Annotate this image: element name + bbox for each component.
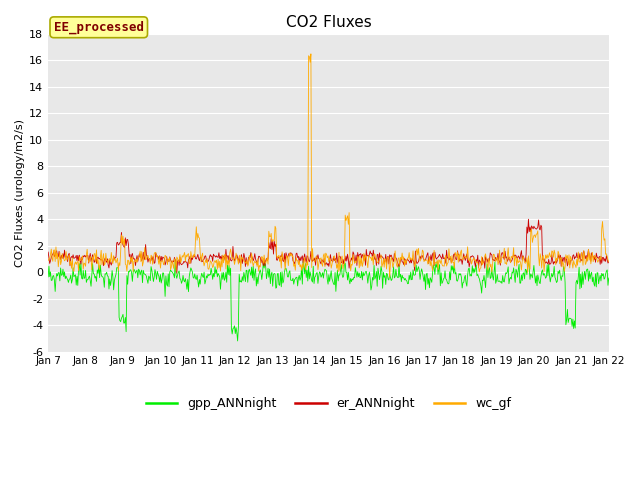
Legend: gpp_ANNnight, er_ANNnight, wc_gf: gpp_ANNnight, er_ANNnight, wc_gf xyxy=(141,392,516,415)
er_ANNnight xyxy=(605,259,612,264)
Line: gpp_ANNnight: gpp_ANNnight xyxy=(48,259,609,341)
er_ANNnight xyxy=(414,260,422,265)
gpp_ANNnight xyxy=(605,275,612,281)
gpp_ANNnight xyxy=(54,270,62,276)
gpp_ANNnight xyxy=(112,272,120,277)
gpp_ANNnight xyxy=(525,256,532,262)
wc_gf xyxy=(198,250,206,256)
wc_gf xyxy=(54,264,62,270)
gpp_ANNnight xyxy=(169,270,177,276)
er_ANNnight xyxy=(169,258,177,264)
Line: wc_gf: wc_gf xyxy=(48,54,609,277)
Y-axis label: CO2 Fluxes (urology/m2/s): CO2 Fluxes (urology/m2/s) xyxy=(15,119,25,267)
er_ANNnight xyxy=(173,270,180,276)
wc_gf xyxy=(307,51,315,57)
er_ANNnight xyxy=(112,254,120,260)
Line: er_ANNnight: er_ANNnight xyxy=(48,219,609,273)
Text: EE_processed: EE_processed xyxy=(54,21,144,34)
er_ANNnight xyxy=(525,216,532,222)
wc_gf xyxy=(386,275,394,280)
gpp_ANNnight xyxy=(44,274,52,280)
er_ANNnight xyxy=(44,249,52,255)
wc_gf xyxy=(44,258,52,264)
Title: CO2 Fluxes: CO2 Fluxes xyxy=(285,15,371,30)
gpp_ANNnight xyxy=(234,338,241,344)
gpp_ANNnight xyxy=(198,273,206,279)
wc_gf xyxy=(112,260,120,266)
er_ANNnight xyxy=(397,255,405,261)
wc_gf xyxy=(169,262,177,267)
wc_gf xyxy=(605,259,612,264)
wc_gf xyxy=(398,250,406,256)
gpp_ANNnight xyxy=(397,279,405,285)
er_ANNnight xyxy=(200,256,207,262)
wc_gf xyxy=(415,245,422,251)
gpp_ANNnight xyxy=(414,266,422,272)
er_ANNnight xyxy=(54,254,62,260)
